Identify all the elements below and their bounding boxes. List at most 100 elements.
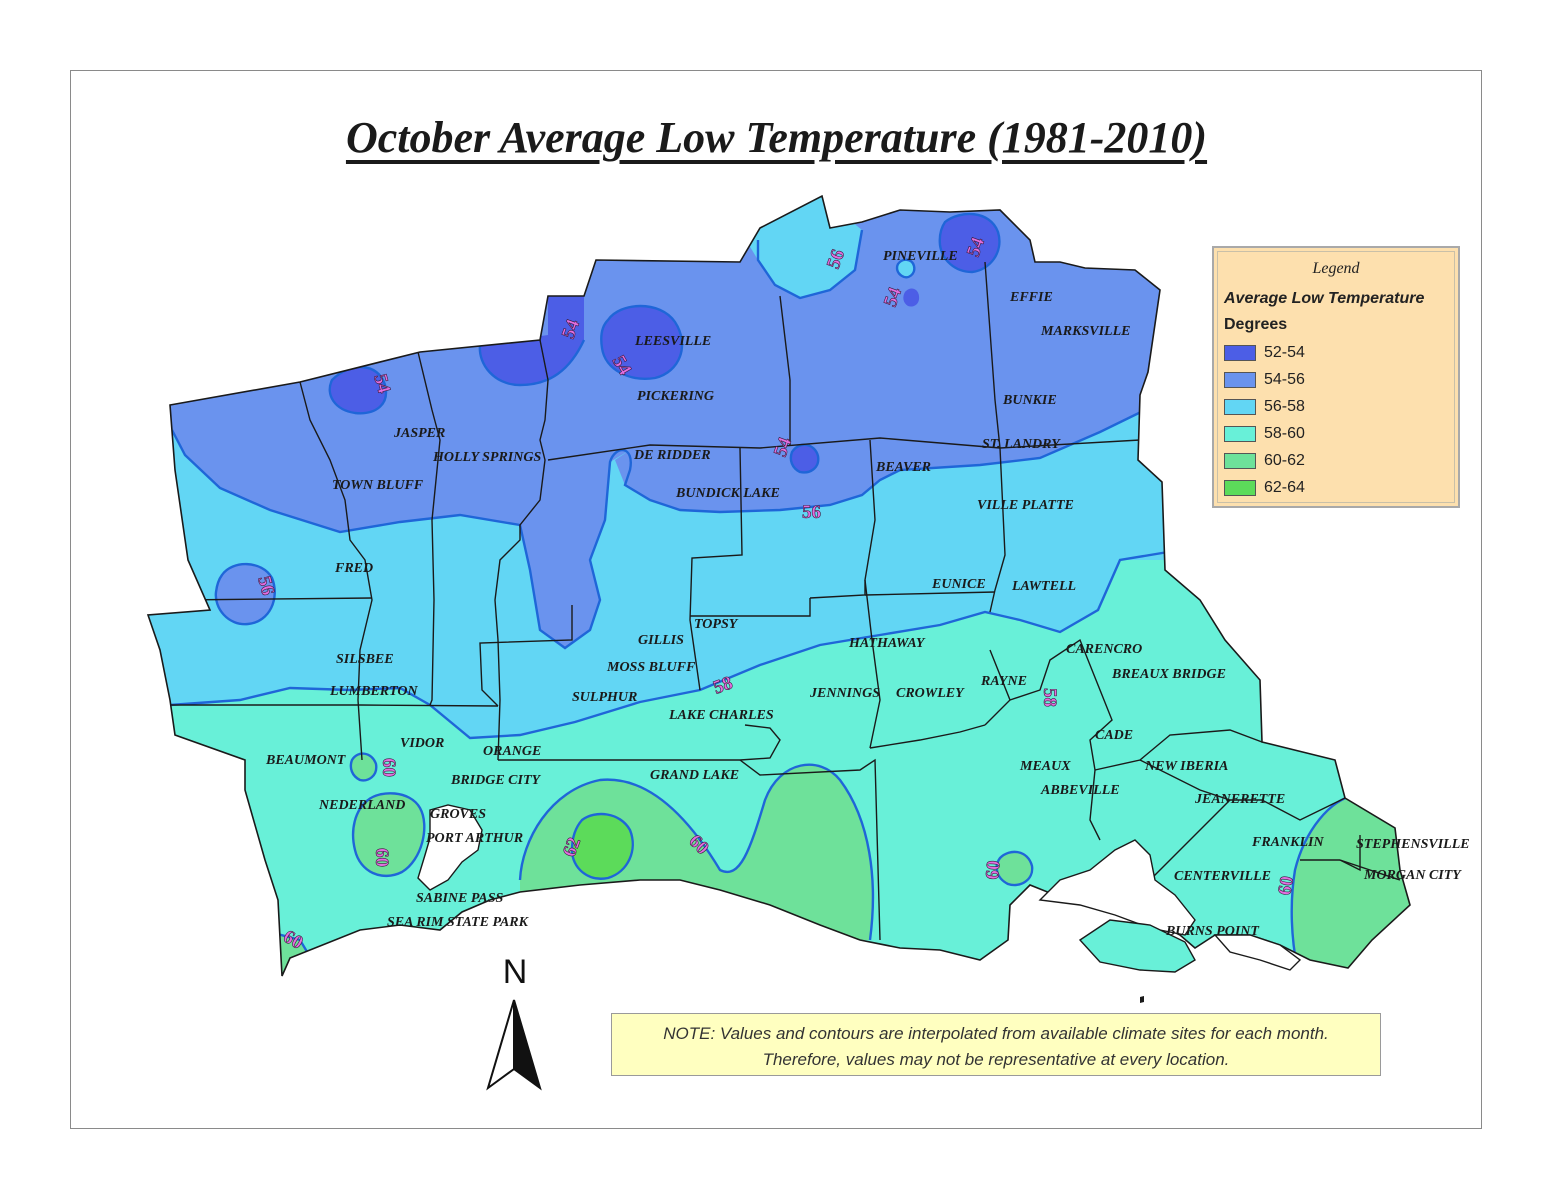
place-label: RAYNE (980, 674, 1027, 689)
place-label: VIDOR (400, 736, 444, 751)
county-boundaries (170, 261, 1401, 941)
place-label: BUNKIE (1002, 393, 1057, 408)
place-label: LUMBERTON (329, 684, 419, 699)
north-arrow-icon (486, 999, 542, 1091)
place-label: BEAVER (875, 460, 931, 475)
contour-label: 58 (1039, 688, 1060, 707)
contour-56-north (170, 408, 1146, 650)
band-52-54-a (329, 367, 386, 414)
place-label: TOWN BLUFF (332, 478, 424, 493)
place-label: LAWTELL (1011, 579, 1076, 594)
note-line-2: Therefore, values may not be representat… (762, 1050, 1230, 1069)
legend-item: 58-60 (1224, 424, 1305, 444)
north-arrow-label: N (502, 953, 528, 991)
place-label: FRANKLIN (1251, 835, 1324, 850)
place-label: ORANGE (483, 744, 541, 759)
band-52-54-f (903, 288, 920, 307)
place-label: MEAUX (1019, 759, 1071, 774)
legend-swatch (1224, 453, 1256, 469)
contour-54-b (478, 339, 586, 387)
contour-label: 56 (253, 574, 278, 598)
place-label: MARKSVILLE (1040, 324, 1130, 339)
place-label: NEW IBERIA (1144, 759, 1228, 774)
place-label: TOPSY (694, 617, 739, 632)
legend-item: 52-54 (1224, 343, 1305, 363)
contour-54-c (600, 304, 684, 380)
place-label: SULPHUR (572, 690, 637, 705)
place-label: CROWLEY (896, 686, 965, 701)
contour-56-fred (214, 562, 276, 626)
contour-label: 60 (371, 848, 392, 867)
islet (1140, 996, 1144, 1003)
place-label: ST. LANDRY (982, 437, 1061, 452)
legend-item-label: 60-62 (1264, 452, 1305, 469)
legend-swatch (1224, 399, 1256, 415)
band-60-62-portarthur (353, 793, 425, 876)
legend-item-label: 58-60 (1264, 425, 1305, 442)
contour-60-gulf (518, 763, 875, 941)
band-56-58-pineville (897, 259, 915, 278)
place-label: BURNS POINT (1165, 924, 1260, 939)
contour-60-vermilion (995, 850, 1034, 887)
legend-item: 60-62 (1224, 451, 1305, 471)
place-label: ABBEVILLE (1040, 783, 1120, 798)
map-title: October Average Low Temperature (1981-20… (345, 113, 1208, 162)
place-label: MOSS BLUFF (606, 660, 696, 675)
legend-swatch (1224, 345, 1256, 361)
place-label: NEDERLAND (318, 798, 405, 813)
place-label: GRAND LAKE (650, 768, 739, 783)
contour-56-ridge (756, 229, 864, 300)
band-52-54-e (790, 444, 819, 473)
place-label: LAKE CHARLES (668, 708, 774, 723)
place-label: VILLE PLATTE (977, 498, 1074, 513)
place-label: DE RIDDER (633, 448, 711, 463)
note-line-1: NOTE: Values and contours are interpolat… (663, 1024, 1329, 1043)
map-legend: Legend Average Low Temperature Degrees 5… (1212, 246, 1460, 508)
sabine-lake (417, 804, 483, 891)
place-label: JASPER (393, 426, 445, 441)
place-label: CADE (1095, 728, 1133, 743)
place-label: GILLIS (638, 633, 684, 648)
place-label: EUNICE (931, 577, 986, 592)
place-label: BUNDICK LAKE (675, 486, 780, 501)
place-label: BREAUX BRIDGE (1111, 667, 1226, 682)
contour-label: 60 (1274, 875, 1298, 897)
atchafalaya-bay (1213, 934, 1302, 971)
place-names: PINEVILLE EFFIE MARKSVILLE LEESVILLE PIC… (265, 249, 1470, 939)
place-label: JENNINGS (809, 686, 880, 701)
place-label: JEANERETTE (1194, 792, 1285, 807)
marsh-island (1078, 919, 1196, 973)
north-arrow: N (484, 955, 546, 1095)
place-label: SABINE PASS (416, 891, 503, 906)
place-label: PINEVILLE (883, 249, 958, 264)
legend-swatch (1224, 480, 1256, 496)
band-60-62-vermilion (996, 851, 1033, 886)
legend-item-label: 56-58 (1264, 398, 1305, 415)
contour-lines (169, 212, 1356, 976)
legend-item: 62-64 (1224, 478, 1305, 498)
legend-swatch (1224, 426, 1256, 442)
contour-62 (570, 812, 634, 880)
legend-swatch (1224, 372, 1256, 388)
legend-item-label: 52-54 (1264, 344, 1305, 361)
legend-item: 54-56 (1224, 370, 1305, 390)
place-label: STEPHENSVILLE (1356, 837, 1470, 852)
place-label: BRIDGE CITY (450, 773, 542, 788)
contour-60-morgancity (1290, 793, 1356, 976)
band-54-56-fred (215, 564, 275, 625)
contour-54-e (789, 443, 820, 474)
place-label: GROVES (430, 807, 486, 822)
note-box: NOTE: Values and contours are interpolat… (611, 1013, 1381, 1076)
band-52-54-d (939, 213, 1000, 272)
legend-unit: Degrees (1224, 316, 1288, 333)
contour-56-pineville (895, 258, 916, 279)
place-label: CENTERVILLE (1174, 869, 1271, 884)
place-label: SEA RIM STATE PARK (387, 915, 530, 930)
place-label: PICKERING (637, 389, 714, 404)
place-label: SILSBEE (336, 652, 394, 667)
band-62-64 (572, 814, 633, 879)
legend-title: Legend (1312, 260, 1360, 277)
place-label: CARENCRO (1066, 642, 1142, 657)
contour-60-beaumont (349, 752, 378, 782)
contour-label: 60 (982, 860, 1005, 881)
